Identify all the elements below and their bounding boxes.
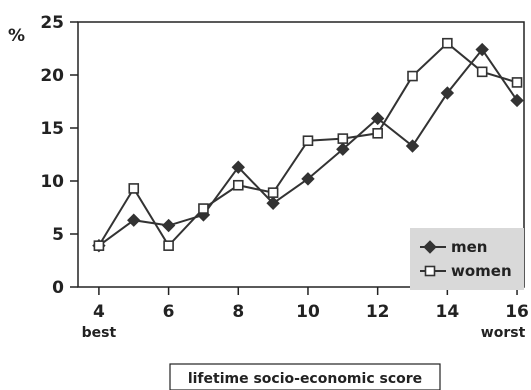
x-axis-label: lifetime socio-economic score (188, 371, 422, 387)
series-line-men (98, 47, 518, 247)
x-axis-label-box (169, 363, 441, 390)
legend-marker-men (423, 240, 437, 254)
data-point-men (370, 111, 385, 126)
data-point-men (266, 196, 280, 210)
y-axis-ticks: 0 5 10 15 20 25 (40, 13, 78, 298)
x-tick-label: 16 (505, 302, 529, 322)
y-axis-label: % (8, 26, 25, 46)
x-tick-label: 14 (436, 302, 460, 322)
x-tick-label: 6 (163, 302, 175, 322)
y-tick-label: 15 (40, 119, 64, 139)
y-tick-label: 0 (52, 278, 64, 298)
data-point-women (442, 37, 453, 49)
data-point-men (510, 93, 524, 108)
data-point-men (475, 42, 489, 57)
y-tick-label: 20 (40, 66, 64, 86)
x-axis-ticks: 4 6 8 10 12 14 16 (93, 287, 529, 322)
y-tick-label: 5 (52, 225, 64, 245)
x-endpoint-label-worst: worst (481, 325, 526, 341)
data-point-women (163, 240, 174, 251)
data-point-women (198, 203, 209, 214)
data-point-women (511, 77, 523, 88)
series-men (92, 42, 524, 253)
x-tick-label: 4 (93, 302, 105, 322)
data-point-women (476, 66, 488, 78)
data-point-women (93, 240, 105, 251)
series-women (93, 37, 523, 251)
x-endpoint-label-best: best (82, 325, 117, 341)
data-point-women (302, 135, 314, 147)
x-tick-label: 8 (232, 302, 244, 322)
legend-label-women: women (451, 262, 512, 280)
data-point-men (127, 213, 141, 227)
x-tick-label: 10 (296, 302, 320, 322)
legend-label-men: men (451, 238, 487, 256)
data-point-women (267, 187, 279, 198)
plot-frame (77, 21, 525, 288)
legend-background (410, 228, 524, 290)
y-tick-label: 10 (40, 172, 64, 192)
x-tick-label: 12 (366, 302, 390, 322)
data-point-men (336, 142, 350, 156)
series-layer (92, 37, 524, 253)
data-point-men (405, 139, 420, 153)
data-point-men (440, 86, 455, 100)
legend-marker-women (424, 265, 436, 277)
axes (77, 21, 525, 288)
y-tick-label: 25 (40, 13, 64, 33)
data-point-men (161, 218, 176, 233)
data-point-women (372, 128, 383, 139)
data-point-women (407, 70, 418, 82)
data-point-men (301, 172, 315, 186)
data-point-women (232, 179, 244, 191)
legend: men women (410, 228, 524, 290)
data-point-men (231, 160, 245, 174)
data-point-women (337, 133, 349, 144)
data-point-women (128, 183, 140, 194)
